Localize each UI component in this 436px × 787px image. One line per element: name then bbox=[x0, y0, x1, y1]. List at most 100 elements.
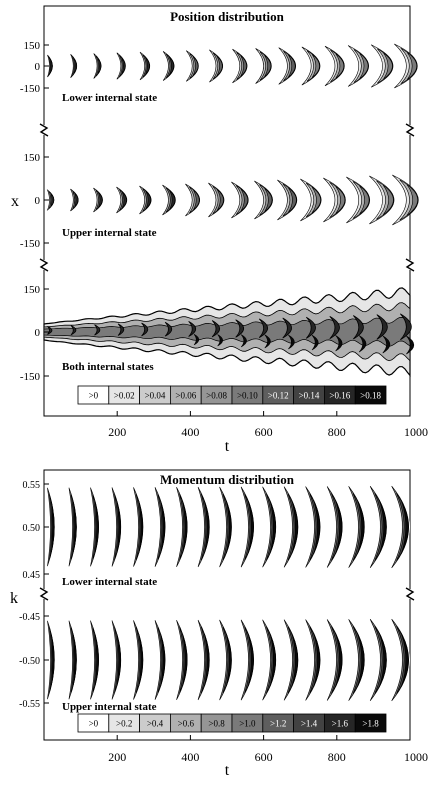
position-pulse bbox=[371, 44, 394, 88]
momentum-pulse bbox=[65, 613, 78, 707]
colorbar-label: >0.02 bbox=[114, 391, 135, 401]
both-states-blob bbox=[141, 322, 149, 337]
position-pulse bbox=[70, 188, 79, 212]
contour-level bbox=[401, 633, 409, 687]
momentum-pulse bbox=[343, 478, 366, 576]
contour-level bbox=[226, 633, 232, 687]
contour-level bbox=[50, 193, 55, 207]
position-pulse bbox=[394, 43, 418, 89]
contour-level bbox=[182, 633, 188, 687]
both-states-blob bbox=[400, 313, 412, 341]
position-upper-label: Upper internal state bbox=[62, 227, 157, 239]
contour-level bbox=[392, 174, 419, 226]
both-states-blob bbox=[329, 315, 340, 340]
contour-level bbox=[145, 57, 150, 75]
momentum-pulse bbox=[44, 480, 56, 574]
contour-level bbox=[357, 500, 365, 554]
both-states-blob bbox=[217, 334, 224, 347]
contour-level bbox=[94, 501, 99, 553]
contour-level bbox=[50, 634, 55, 686]
y-tick-label: -0.45 bbox=[19, 612, 40, 623]
position-pulse bbox=[139, 51, 151, 81]
momentum-pulse bbox=[385, 478, 410, 576]
contour-level bbox=[240, 188, 249, 212]
both-states-blob bbox=[406, 335, 415, 355]
momentum-pulse bbox=[108, 613, 123, 707]
contour-level bbox=[240, 55, 247, 77]
position-pulse bbox=[185, 183, 201, 217]
x-tick-label: 800 bbox=[328, 425, 346, 439]
y-tick-label: 0.50 bbox=[23, 523, 41, 534]
position-pulse bbox=[93, 187, 103, 213]
y-tick-label: -0.55 bbox=[19, 699, 40, 710]
contour-level bbox=[116, 501, 121, 553]
momentum-panel-lower bbox=[44, 478, 410, 576]
position-pulse bbox=[70, 54, 78, 78]
momentum-pulse bbox=[172, 479, 189, 575]
contour-level bbox=[160, 500, 166, 554]
y-tick-label: 0 bbox=[35, 61, 41, 73]
colorbar-label: >1.0 bbox=[239, 719, 256, 729]
break-zigzag bbox=[39, 123, 49, 137]
contour-level bbox=[288, 187, 297, 213]
position-pulse bbox=[300, 178, 322, 222]
position-panel-lower bbox=[47, 43, 418, 89]
contour-level bbox=[335, 186, 346, 214]
momentum-pulse bbox=[193, 479, 211, 575]
position-panel-upper bbox=[46, 174, 419, 226]
momentum-pulse bbox=[364, 478, 388, 576]
colorbar-label: >1.6 bbox=[332, 719, 349, 729]
momentum-x-axis-label: t bbox=[225, 762, 230, 779]
colorbar-label: >0 bbox=[89, 391, 99, 401]
contour-level bbox=[406, 184, 418, 216]
both-states-blob bbox=[188, 321, 197, 337]
momentum-upper-label: Upper internal state bbox=[62, 701, 157, 713]
contour-level bbox=[359, 185, 370, 215]
colorbar-label: >1.2 bbox=[270, 719, 286, 729]
colorbar-label: >1.4 bbox=[301, 719, 318, 729]
y-tick-label: -150 bbox=[20, 83, 41, 95]
contour-level bbox=[94, 634, 99, 686]
momentum-pulse bbox=[343, 611, 366, 709]
momentum-pulse bbox=[321, 478, 344, 576]
position-y-ticks: 150 0 -150 150 0 -150 150 0 -150 bbox=[20, 40, 49, 383]
both-states-blob bbox=[117, 323, 125, 336]
momentum-pulse bbox=[257, 612, 277, 708]
both-states-blob bbox=[258, 318, 268, 338]
both-states-blob bbox=[193, 334, 200, 346]
colorbar-label: >0.12 bbox=[268, 391, 289, 401]
contour-level bbox=[383, 52, 393, 80]
contour-level bbox=[216, 55, 223, 77]
both-states-blob bbox=[352, 315, 364, 340]
y-tick-label: -150 bbox=[20, 238, 41, 250]
contour-level bbox=[264, 54, 272, 78]
contour-level bbox=[226, 500, 232, 554]
colorbar-swatch bbox=[354, 713, 387, 733]
momentum-colorbar: >0 >0.2 >0.4 >0.6 >0.8 >1.0 >1.2 >1.4 >1.6 >1.8 bbox=[77, 713, 387, 733]
contour-level bbox=[369, 175, 395, 225]
contour-level bbox=[72, 501, 77, 553]
contour-level bbox=[313, 500, 321, 554]
position-pulse bbox=[277, 179, 297, 221]
y-tick-label: 0 bbox=[35, 327, 41, 339]
contour-level bbox=[116, 634, 121, 686]
both-states-blob bbox=[335, 335, 343, 352]
contour-level bbox=[204, 500, 210, 554]
momentum-y-axis-label: k bbox=[10, 590, 18, 607]
contour-level bbox=[406, 52, 417, 80]
colorbar-label: >0.10 bbox=[237, 391, 258, 401]
position-pulse bbox=[254, 180, 273, 220]
position-pulse bbox=[116, 186, 128, 214]
contour-level bbox=[72, 634, 77, 686]
y-tick-label: -0.50 bbox=[19, 656, 40, 667]
colorbar-label: >0.04 bbox=[145, 391, 166, 401]
momentum-x-ticks: 200 400 600 800 1000 bbox=[108, 735, 428, 764]
colorbar-label: >0.4 bbox=[147, 719, 164, 729]
break-zigzag bbox=[39, 258, 49, 272]
contour-level bbox=[394, 43, 418, 89]
contour-level bbox=[121, 57, 126, 75]
momentum-pulse bbox=[108, 480, 123, 574]
contour-level bbox=[121, 191, 127, 209]
colorbar-label: >0.08 bbox=[206, 391, 227, 401]
momentum-pulse bbox=[129, 479, 145, 575]
